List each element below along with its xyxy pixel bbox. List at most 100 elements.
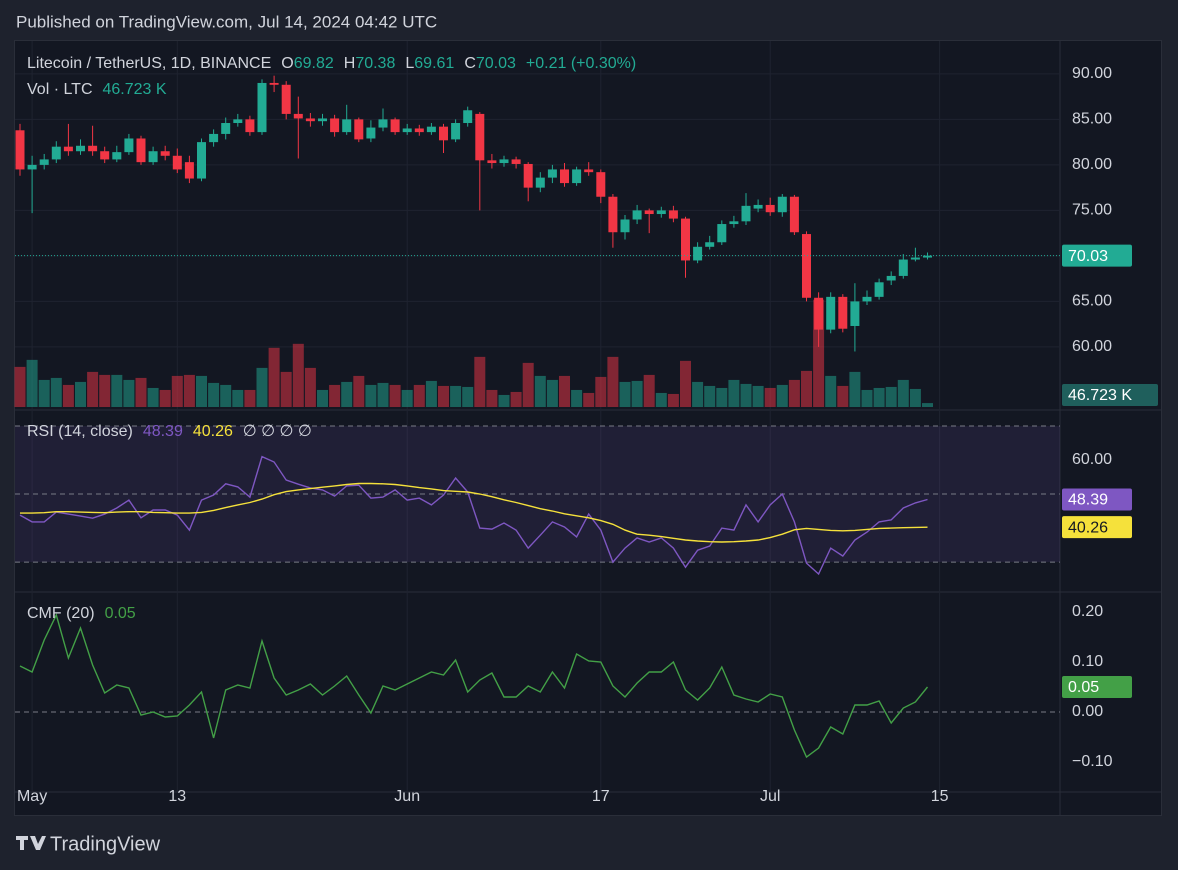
candle-body xyxy=(27,164,37,170)
candle-body xyxy=(693,246,703,261)
logo: TradingView xyxy=(16,833,161,855)
candle-body xyxy=(245,119,255,133)
candle-body xyxy=(644,210,654,215)
volume-bar xyxy=(413,384,425,407)
volume-bar xyxy=(595,376,607,407)
y-tick-label: 0.00 xyxy=(1072,703,1103,720)
volume-bar xyxy=(268,347,280,407)
candle-body xyxy=(354,119,364,140)
volume-bar xyxy=(208,382,220,407)
candle-body xyxy=(632,210,642,220)
volume-bar xyxy=(111,374,123,407)
volume-legend-value: 46.723 K xyxy=(103,81,167,98)
volume-bar xyxy=(280,371,292,407)
indicator-last-label-box xyxy=(1062,676,1132,698)
indicator-extra: ∅ ∅ ∅ ∅ xyxy=(243,423,312,440)
volume-bar xyxy=(256,367,268,407)
volume-bar xyxy=(692,381,704,407)
x-tick-label: 13 xyxy=(168,788,186,805)
volume-bar xyxy=(619,381,631,407)
candle-body xyxy=(874,282,884,297)
volume-bar xyxy=(498,394,510,407)
volume-bar xyxy=(123,379,135,407)
candle-body xyxy=(862,296,872,302)
volume-bar xyxy=(788,379,800,407)
volume-bar xyxy=(873,387,885,407)
candle-body xyxy=(184,162,194,179)
candle-body xyxy=(681,218,690,261)
x-tick-label: 15 xyxy=(931,788,949,805)
candle-body xyxy=(148,151,158,163)
y-tick-label: 80.00 xyxy=(1072,156,1112,173)
ohlc-letter: L xyxy=(405,55,414,72)
candle-body xyxy=(475,113,485,161)
candle-body xyxy=(535,177,545,188)
published-note: Published on TradingView.com, Jul 14, 20… xyxy=(16,12,437,31)
volume-bar xyxy=(897,379,909,407)
volume-bar xyxy=(159,389,171,407)
volume-bar xyxy=(571,389,583,407)
volume-bar xyxy=(389,384,401,407)
volume-bar xyxy=(50,377,62,407)
volume-bar xyxy=(196,375,207,407)
candle-body xyxy=(572,169,582,184)
candle-body xyxy=(414,128,424,133)
volume-bar xyxy=(559,375,570,407)
indicator-title: CMF (20) xyxy=(27,605,95,622)
candle-body xyxy=(499,159,509,164)
candle-body xyxy=(511,159,521,164)
candle-body xyxy=(342,119,352,133)
volume-bar xyxy=(147,387,159,407)
volume-bar xyxy=(462,386,474,407)
candle-body xyxy=(910,257,920,260)
y-tick-label: 75.00 xyxy=(1072,202,1112,219)
volume-bar xyxy=(922,403,933,407)
candle-body xyxy=(838,296,848,329)
indicator-value: 48.39 xyxy=(143,423,183,440)
candle-body xyxy=(729,221,739,225)
y-tick-label: 90.00 xyxy=(1072,65,1112,82)
candle-body xyxy=(765,204,775,213)
candle-body xyxy=(172,155,182,170)
volume-bar xyxy=(75,381,86,407)
volume-bar xyxy=(716,387,728,407)
volume-bar xyxy=(353,375,365,407)
indicator-value: 40.26 xyxy=(193,423,233,440)
volume-bar xyxy=(317,389,328,407)
volume-bar xyxy=(752,385,764,407)
footer-brand: TradingView xyxy=(50,833,161,855)
indicator-line xyxy=(19,613,929,759)
volume-bar xyxy=(377,382,389,407)
volume-bar xyxy=(425,380,437,407)
candle-body xyxy=(305,118,315,122)
candle-body xyxy=(39,159,49,165)
volume-bar xyxy=(801,370,812,407)
y-tick-label: 85.00 xyxy=(1072,111,1112,128)
candle-body xyxy=(257,82,267,133)
y-tick-label: −0.10 xyxy=(1072,753,1113,770)
candle-body xyxy=(378,119,388,128)
candle-body xyxy=(318,118,327,122)
logo-mark xyxy=(16,836,46,850)
volume-bar xyxy=(522,362,534,407)
volume-bar xyxy=(849,371,861,407)
y-tick-label: 0.10 xyxy=(1072,653,1103,670)
x-tick-label: May xyxy=(17,788,47,805)
indicator-title: RSI (14, close) xyxy=(27,423,133,440)
indicator-value: 0.05 xyxy=(105,605,136,622)
ohlc-value: 70.03 xyxy=(476,55,516,72)
candle-body xyxy=(596,172,606,197)
x-tick-label: Jun xyxy=(394,788,420,805)
candle-body xyxy=(523,163,533,188)
volume-bar xyxy=(510,391,522,407)
volume-bar xyxy=(87,371,99,407)
candle-body xyxy=(753,204,763,209)
last-price-label: 70.03 xyxy=(1068,248,1108,265)
candle-body xyxy=(717,224,727,243)
candle-body xyxy=(233,119,243,124)
volume-bar xyxy=(631,380,643,407)
y-tick-label: 60.00 xyxy=(1072,451,1112,468)
indicator-line xyxy=(20,482,928,543)
candle-body xyxy=(402,128,412,133)
